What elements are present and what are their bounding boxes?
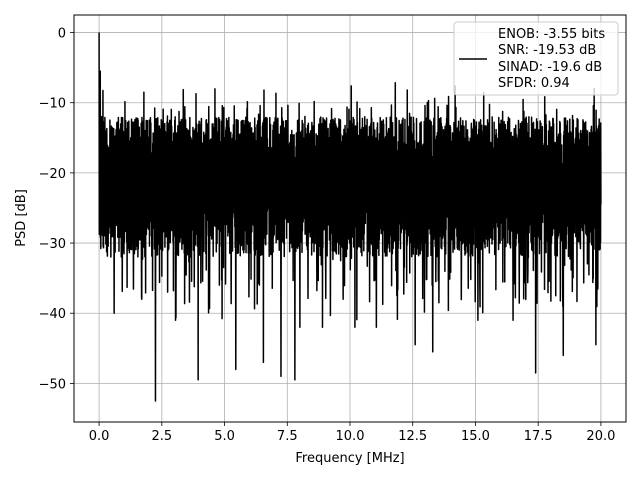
y-axis: 0 −10 −20 −30 −40 −50 [39, 27, 74, 392]
y-tick-label: −20 [39, 167, 66, 182]
y-tick-label: 0 [58, 27, 66, 42]
x-tick-label: 15.0 [461, 429, 490, 444]
y-axis-label: PSD [dB] [14, 189, 29, 247]
x-tick-label: 12.5 [398, 429, 427, 444]
x-tick-label: 2.5 [151, 429, 172, 444]
series-line-psd [98, 32, 602, 402]
x-axis-label: Frequency [MHz] [295, 451, 404, 466]
x-tick-label: 17.5 [524, 429, 553, 444]
x-tick-label: 10.0 [336, 429, 365, 444]
y-tick-label: −40 [39, 307, 66, 322]
x-axis: 0.0 2.5 5.0 7.5 10.0 12.5 15.0 17.5 20.0 [89, 422, 615, 444]
plot-area [98, 32, 602, 402]
legend-box [453, 21, 619, 96]
legend: ENOB: -3.55 bits SNR: -19.53 dB SINAD: -… [453, 21, 619, 96]
x-tick-label: 5.0 [214, 429, 235, 444]
legend-line-snr: SNR: -19.53 dB [498, 43, 596, 58]
x-tick-label: 20.0 [586, 429, 615, 444]
legend-line-sinad: SINAD: -19.6 dB [498, 60, 602, 75]
legend-line-enob: ENOB: -3.55 bits [498, 27, 605, 42]
y-tick-label: −10 [39, 97, 66, 112]
x-tick-label: 0.0 [89, 429, 110, 444]
y-tick-label: −50 [39, 377, 66, 392]
x-tick-label: 7.5 [277, 429, 298, 444]
y-tick-label: −30 [39, 237, 66, 252]
legend-line-sfdr: SFDR: 0.94 [498, 76, 570, 91]
